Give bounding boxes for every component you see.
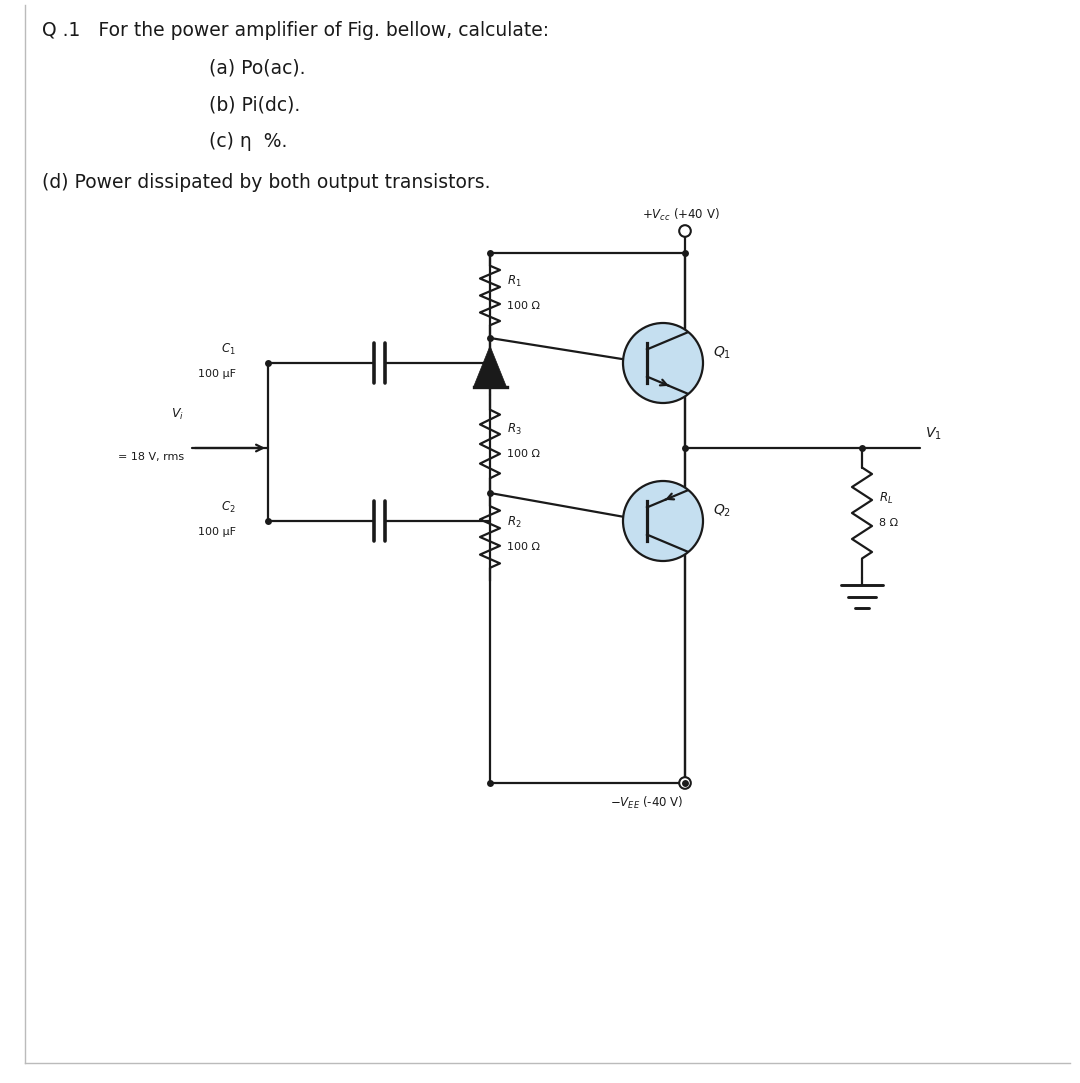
Text: $C_2$: $C_2$ <box>221 500 237 516</box>
Text: 8 Ω: 8 Ω <box>879 518 899 529</box>
Circle shape <box>623 323 703 403</box>
Text: $Q_2$: $Q_2$ <box>713 503 731 519</box>
Text: 100 Ω: 100 Ω <box>507 300 540 311</box>
Text: $R_2$: $R_2$ <box>507 514 522 530</box>
Text: $R_3$: $R_3$ <box>507 422 522 438</box>
Text: 100 Ω: 100 Ω <box>507 449 540 459</box>
Text: = 18 V, rms: = 18 V, rms <box>118 452 184 462</box>
Text: (c) η  %.: (c) η %. <box>156 132 287 151</box>
Text: 100 μF: 100 μF <box>198 527 237 537</box>
Text: $R_1$: $R_1$ <box>507 273 522 288</box>
Circle shape <box>623 481 703 561</box>
Polygon shape <box>473 345 507 387</box>
Text: 100 μF: 100 μF <box>198 369 237 379</box>
Text: $V_1$: $V_1$ <box>924 426 942 442</box>
Text: $C_1$: $C_1$ <box>221 342 237 357</box>
Text: $Q_1$: $Q_1$ <box>713 344 731 362</box>
Text: (a) Po(ac).: (a) Po(ac). <box>156 58 306 77</box>
Text: $+V_{cc}$ (+40 V): $+V_{cc}$ (+40 V) <box>642 207 719 223</box>
Text: Q .1   For the power amplifier of Fig. bellow, calculate:: Q .1 For the power amplifier of Fig. bel… <box>42 21 549 40</box>
Circle shape <box>679 225 691 237</box>
Circle shape <box>679 778 691 788</box>
Text: 100 Ω: 100 Ω <box>507 542 540 552</box>
Text: (d) Power dissipated by both output transistors.: (d) Power dissipated by both output tran… <box>42 173 490 192</box>
Text: $-V_{EE}$ (-40 V): $-V_{EE}$ (-40 V) <box>610 795 684 811</box>
Text: $V_i$: $V_i$ <box>171 407 184 422</box>
Text: $R_L$: $R_L$ <box>879 491 893 506</box>
Text: (b) Pi(dc).: (b) Pi(dc). <box>156 95 300 114</box>
